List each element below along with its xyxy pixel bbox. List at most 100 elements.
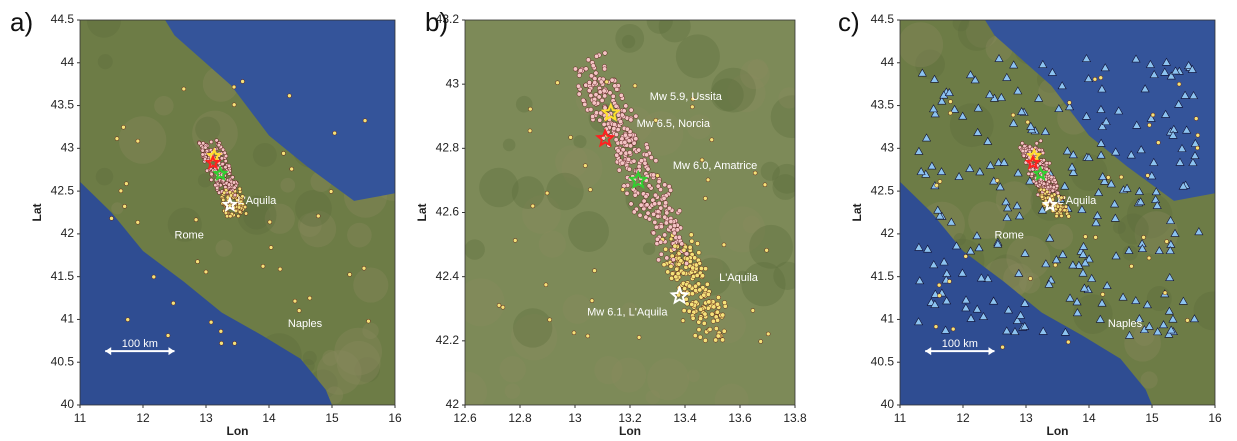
event: [237, 205, 242, 210]
event: [661, 262, 667, 268]
event: [223, 165, 228, 170]
event: [948, 99, 953, 104]
station: [930, 299, 940, 308]
station: [985, 90, 995, 98]
station: [1154, 246, 1164, 254]
station: [1134, 314, 1144, 322]
event: [227, 182, 232, 187]
event: [682, 286, 688, 291]
event: [672, 243, 678, 249]
station: [995, 182, 1005, 191]
y-tick-label: 43: [446, 76, 460, 90]
event: [698, 306, 704, 312]
event: [122, 204, 127, 209]
terrain: [546, 172, 584, 211]
event: [668, 263, 674, 269]
event: [611, 126, 617, 131]
x-axis-label: Lon: [227, 424, 249, 438]
event: [135, 138, 141, 144]
event: [593, 70, 599, 76]
event: [1058, 207, 1063, 212]
station: [1078, 249, 1088, 258]
terrain: [502, 138, 516, 152]
event: [578, 68, 584, 73]
y-axis-label: Lat: [415, 203, 429, 221]
x-tick-label: 12: [956, 411, 970, 425]
event: [1050, 188, 1055, 193]
event: [644, 145, 650, 151]
event: [230, 175, 235, 180]
event: [547, 317, 552, 322]
event: [627, 150, 633, 155]
event: [568, 135, 573, 140]
station: [1106, 179, 1116, 188]
event: [677, 208, 683, 214]
station: [1072, 297, 1082, 306]
x-tick-label: 13: [199, 411, 213, 425]
event: [599, 98, 605, 103]
station: [1122, 183, 1132, 192]
event: [638, 202, 644, 208]
event: [652, 201, 658, 207]
event: [684, 261, 689, 266]
station: [1084, 152, 1094, 161]
event: [223, 159, 228, 164]
event: [496, 303, 502, 308]
event: [709, 137, 714, 142]
terrain: [325, 386, 344, 404]
annotation: L'Aquila: [719, 272, 759, 284]
event: [585, 57, 591, 63]
station: [954, 171, 964, 180]
terrain: [167, 207, 202, 242]
station: [1012, 315, 1022, 324]
tyrrhenian-sea: [80, 181, 332, 405]
station: [1149, 70, 1159, 78]
event: [658, 187, 663, 193]
x-tick-label: 13: [1019, 411, 1033, 425]
event: [701, 292, 707, 298]
event: [602, 50, 608, 56]
event: [620, 147, 626, 153]
terrain: [772, 163, 795, 194]
terrain: [302, 350, 317, 366]
event: [695, 241, 700, 246]
x-tick-label: 13.4: [673, 411, 697, 425]
event: [690, 104, 695, 110]
event: [1044, 161, 1049, 166]
event: [236, 214, 241, 219]
event: [615, 127, 621, 132]
event: [651, 230, 657, 236]
terrain: [615, 23, 645, 53]
event: [668, 236, 674, 242]
event: [616, 112, 621, 118]
map-panel: L'Aquila Rome Naples 100 km 11 12 13 14 15 16 40 40…: [10, 7, 402, 438]
event: [1067, 100, 1072, 105]
station: [973, 103, 983, 112]
event: [937, 293, 942, 298]
event: [121, 125, 126, 130]
station: [1152, 200, 1162, 209]
x-tick-label: 16: [1208, 411, 1222, 425]
event: [200, 148, 205, 153]
event: [645, 166, 651, 172]
station: [1144, 321, 1154, 330]
event: [636, 335, 642, 340]
event: [231, 180, 236, 185]
station: [1078, 268, 1088, 277]
event: [571, 330, 577, 335]
event: [648, 155, 654, 160]
map-area: L'Aquila Rome Naples 100 km: [80, 20, 395, 405]
x-tick-label: 15: [325, 411, 339, 425]
station: [1166, 216, 1176, 224]
event: [671, 257, 676, 263]
x-tick-label: 12.6: [453, 411, 477, 425]
event: [626, 166, 632, 172]
event: [661, 196, 667, 201]
event: [219, 156, 224, 161]
event: [675, 271, 681, 277]
event: [193, 217, 199, 222]
event: [721, 328, 727, 334]
event: [684, 301, 690, 307]
event: [688, 232, 694, 238]
event: [1194, 116, 1199, 121]
